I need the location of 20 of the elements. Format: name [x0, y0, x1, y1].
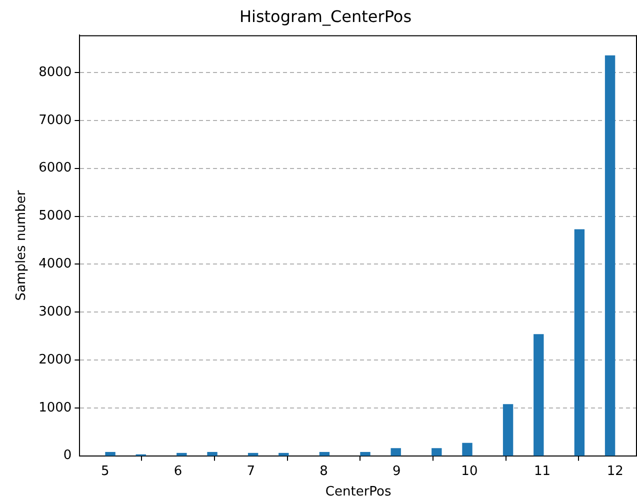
x-tick-label: 5	[101, 464, 110, 479]
y-tick-label: 0	[63, 448, 72, 464]
chart-title: Histogram_CenterPos	[239, 6, 412, 26]
y-tick-label: 4000	[38, 256, 72, 272]
x-tick-label: 6	[174, 464, 182, 479]
y-tick-label: 3000	[38, 304, 72, 320]
y-axis-title: Samples number	[14, 190, 30, 301]
x-tick-label: 11	[534, 464, 551, 479]
y-tick-label: 5000	[38, 208, 72, 224]
x-tick-label: 7	[246, 464, 256, 479]
y-tick-label: 7000	[38, 112, 72, 128]
x-tick-label: 12	[606, 464, 624, 479]
y-tick-label: 2000	[38, 352, 72, 368]
x-tick-label: 8	[320, 464, 328, 479]
x-tick-label: 10	[461, 464, 478, 479]
x-axis-title: CenterPos	[325, 484, 392, 500]
y-tick-label: 6000	[38, 160, 72, 176]
x-tick-label: 9	[392, 464, 401, 479]
y-tick-label: 8000	[38, 64, 72, 80]
y-tick-label: 1000	[38, 400, 72, 416]
